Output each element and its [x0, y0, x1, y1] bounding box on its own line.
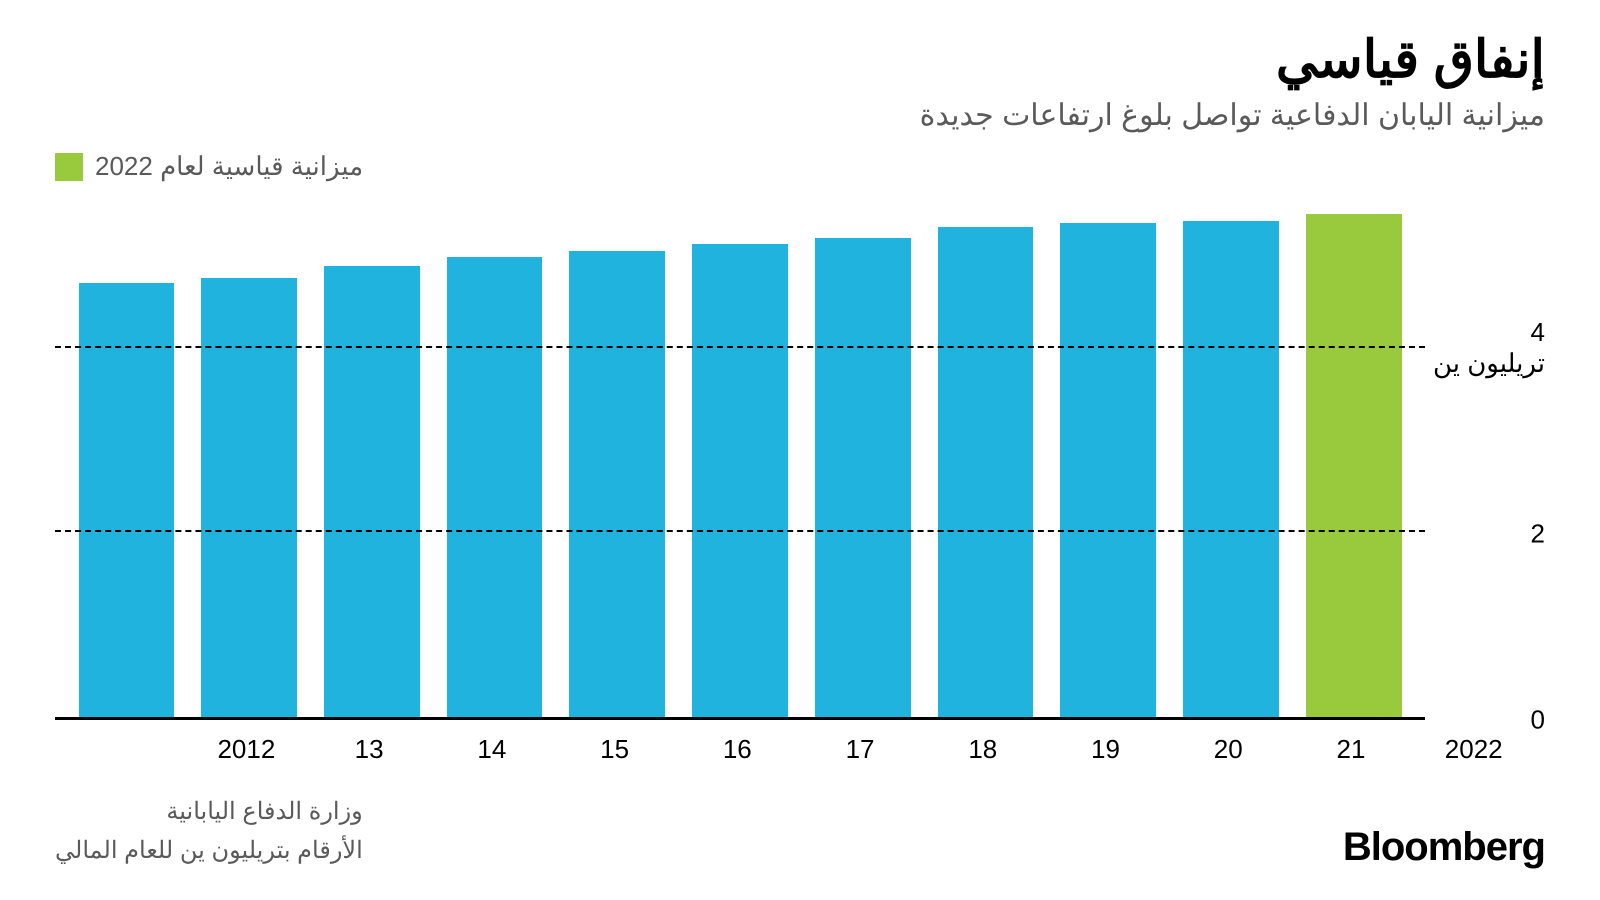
bar-highlight — [1306, 214, 1402, 717]
bar — [692, 244, 788, 717]
y-tick-label: 4تريليون ين — [1433, 317, 1545, 379]
chart-container: إنفاق قياسي ميزانية اليابان الدفاعية توا… — [0, 0, 1600, 900]
x-tick-label: 19 — [1044, 734, 1167, 765]
bar — [201, 278, 297, 717]
bar-slot — [1170, 200, 1293, 717]
bar-slot — [924, 200, 1047, 717]
source-text: وزارة الدفاع اليابانية الأرقام بتريليون … — [55, 793, 363, 870]
bar — [447, 257, 543, 717]
legend: ميزانية قياسية لعام 2022 — [55, 151, 1545, 182]
bar-slot — [679, 200, 802, 717]
source-line-2: الأرقام بتريليون ين للعام المالي — [55, 832, 363, 870]
footer: Bloomberg وزارة الدفاع اليابانية الأرقام… — [55, 793, 1545, 870]
brand-logo: Bloomberg — [1343, 825, 1545, 870]
chart-area: 024تريليون ين — [55, 200, 1545, 720]
bar — [815, 238, 911, 717]
x-tick-label: 18 — [921, 734, 1044, 765]
source-line-1: وزارة الدفاع اليابانية — [55, 793, 363, 831]
chart-title: إنفاق قياسي — [55, 30, 1545, 90]
bar — [938, 227, 1034, 717]
x-tick-label: 16 — [676, 734, 799, 765]
bars-group — [55, 200, 1425, 717]
bar-slot — [433, 200, 556, 717]
x-tick-label: 21 — [1290, 734, 1413, 765]
plot-region — [55, 200, 1425, 720]
bar — [1060, 223, 1156, 717]
bar — [569, 251, 665, 717]
chart-subtitle: ميزانية اليابان الدفاعية تواصل بلوغ ارتف… — [55, 98, 1545, 133]
x-tick-label: 2012 — [185, 734, 308, 765]
x-tick-label: 15 — [553, 734, 676, 765]
legend-swatch — [55, 153, 83, 181]
bar-slot — [188, 200, 311, 717]
gridline — [55, 346, 1425, 348]
x-tick-label: 2022 — [1412, 734, 1535, 765]
bar-slot — [1047, 200, 1170, 717]
bar — [324, 266, 420, 717]
x-tick-label: 13 — [308, 734, 431, 765]
bar-slot — [310, 200, 433, 717]
bar-slot — [1292, 200, 1415, 717]
x-axis-labels: 20121314151617181920212022 — [175, 720, 1545, 765]
bar — [79, 283, 175, 717]
x-tick-label: 20 — [1167, 734, 1290, 765]
bar-slot — [556, 200, 679, 717]
gridline — [55, 530, 1425, 532]
bar-slot — [65, 200, 188, 717]
bar-slot — [801, 200, 924, 717]
bar — [1183, 221, 1279, 717]
y-axis-labels: 024تريليون ين — [1435, 200, 1545, 720]
x-tick-label: 17 — [799, 734, 922, 765]
y-tick-label: 2 — [1531, 519, 1545, 550]
x-tick-label: 14 — [430, 734, 553, 765]
legend-label: ميزانية قياسية لعام 2022 — [95, 151, 363, 182]
